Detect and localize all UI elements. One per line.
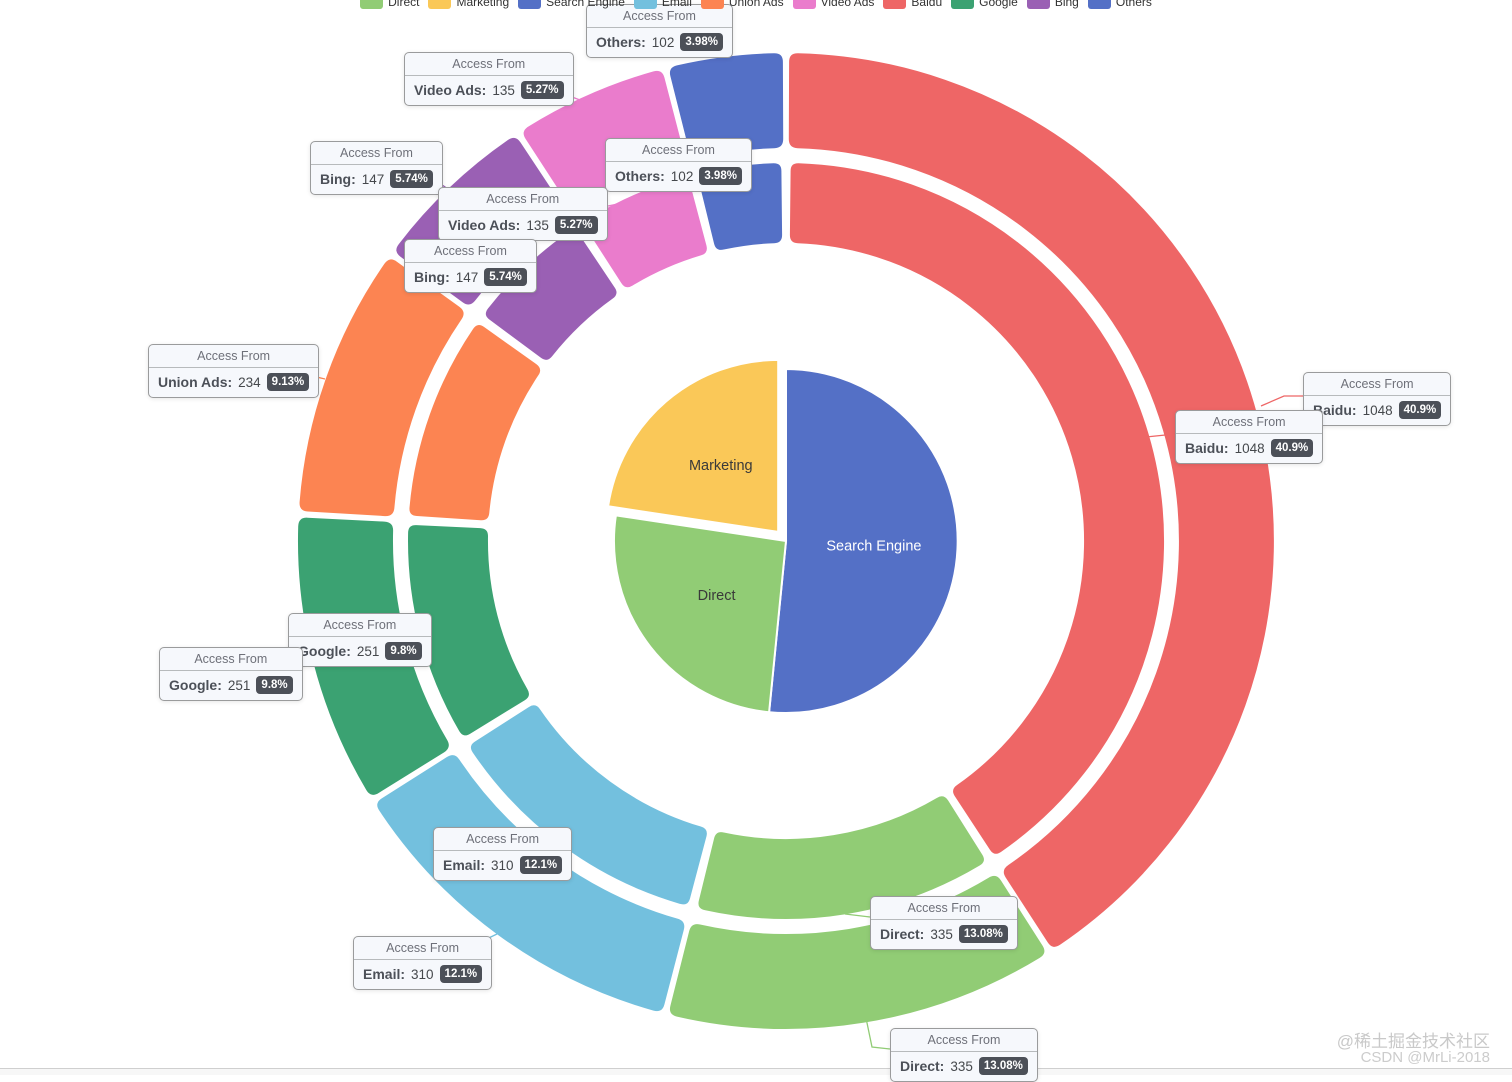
- label-line-baidu-7: [1260, 395, 1303, 407]
- tooltip-video-ads-4: Access From Video Ads: 135 5.27%: [438, 187, 608, 241]
- tooltip-header: Access From: [434, 828, 572, 851]
- tooltip-value: 310: [411, 966, 434, 982]
- ring-segment-baidu-middle-ring[interactable]: [787, 161, 1167, 856]
- page-bottom-divider: [0, 1068, 1512, 1075]
- tooltip-bing-5: Access From Bing: 147 5.74%: [404, 239, 537, 293]
- tooltip-baidu-8: Access From Baidu: 1048 40.9%: [1175, 410, 1324, 464]
- tooltip-percent-badge: 40.9%: [1398, 401, 1442, 419]
- tooltip-value: 251: [227, 677, 251, 693]
- tooltip-percent-badge: 13.08%: [978, 1057, 1028, 1075]
- tooltip-percent-badge: 3.98%: [680, 33, 723, 51]
- ring-segment-others-outer-ring[interactable]: [667, 51, 786, 160]
- tooltip-header: Access From: [1304, 373, 1451, 396]
- tooltip-series-name: Video Ads:: [448, 217, 521, 233]
- tooltip-series-name: Video Ads:: [414, 82, 487, 98]
- pie-slice-marketing[interactable]: [606, 358, 780, 534]
- tooltip-percent-badge: 13.08%: [958, 925, 1008, 943]
- tooltip-value: 1048: [1234, 440, 1265, 456]
- tooltip-email-13: Access From Email: 310 12.1%: [353, 936, 493, 990]
- tooltip-series-name: Google:: [169, 677, 222, 693]
- tooltip-series-name: Bing:: [320, 171, 356, 187]
- tooltip-value: 135: [492, 82, 515, 98]
- tooltip-direct-14: Access From Direct: 335 13.08%: [890, 1028, 1038, 1082]
- tooltip-header: Access From: [311, 142, 442, 165]
- ring-segment-baidu-outer-ring[interactable]: [786, 51, 1276, 949]
- tooltip-baidu-7: Access From Baidu: 1048 40.9%: [1303, 372, 1452, 426]
- tooltip-google-9: Access From Google: 251 9.8%: [288, 613, 432, 667]
- tooltip-header: Access From: [354, 937, 492, 960]
- label-line-direct-14: [865, 1017, 891, 1050]
- tooltip-value: 234: [238, 374, 261, 390]
- ring-segment-union-ads-middle-ring[interactable]: [407, 323, 543, 523]
- tooltip-series-name: Email:: [363, 966, 406, 982]
- tooltip-header: Access From: [871, 897, 1017, 920]
- tooltip-series-name: Email:: [443, 857, 486, 873]
- tooltip-series-name: Others:: [615, 168, 665, 184]
- tooltip-series-name: Baidu:: [1313, 402, 1357, 418]
- tooltip-value: 102: [651, 34, 675, 50]
- tooltip-bing-3: Access From Bing: 147 5.74%: [310, 141, 443, 195]
- tooltip-percent-badge: 5.74%: [390, 170, 433, 188]
- tooltip-value: 102: [670, 168, 694, 184]
- tooltip-email-11: Access From Email: 310 12.1%: [433, 827, 573, 881]
- tooltip-series-name: Google:: [298, 643, 351, 659]
- tooltip-percent-badge: 5.27%: [554, 216, 598, 234]
- tooltip-video-ads-1: Access From Video Ads: 135 5.27%: [404, 52, 574, 106]
- tooltip-series-name: Union Ads:: [158, 374, 233, 390]
- tooltip-header: Access From: [289, 614, 431, 637]
- tooltip-percent-badge: 12.1%: [439, 965, 483, 983]
- tooltip-percent-badge: 9.13%: [266, 373, 310, 391]
- ring-segment-union-ads-outer-ring[interactable]: [297, 257, 466, 519]
- label-line-baidu-8: [1145, 433, 1176, 438]
- tooltip-value: 147: [455, 269, 479, 285]
- tooltip-header: Access From: [405, 53, 573, 76]
- ring-segment-email-outer-ring[interactable]: [375, 753, 687, 1014]
- tooltip-others-2: Access From Others: 102 3.98%: [605, 138, 752, 192]
- tooltip-header: Access From: [1176, 411, 1323, 434]
- tooltip-header: Access From: [587, 5, 732, 28]
- tooltip-percent-badge: 3.98%: [699, 167, 742, 185]
- tooltip-percent-badge: 9.8%: [385, 642, 422, 660]
- tooltip-header: Access From: [160, 648, 302, 671]
- tooltip-header: Access From: [891, 1029, 1037, 1052]
- tooltip-value: 335: [930, 926, 953, 942]
- tooltip-series-name: Others:: [596, 34, 646, 50]
- tooltip-percent-badge: 12.1%: [519, 856, 563, 874]
- tooltip-percent-badge: 40.9%: [1270, 439, 1314, 457]
- tooltip-direct-12: Access From Direct: 335 13.08%: [870, 896, 1018, 950]
- tooltip-percent-badge: 9.8%: [256, 676, 293, 694]
- tooltip-header: Access From: [439, 188, 607, 211]
- tooltip-value: 147: [361, 171, 385, 187]
- tooltip-series-name: Baidu:: [1185, 440, 1229, 456]
- tooltip-others-0: Access From Others: 102 3.98%: [586, 4, 733, 58]
- pie-label-direct: Direct: [698, 588, 736, 604]
- tooltip-value: 335: [950, 1058, 973, 1074]
- pie-label-search-engine: Search Engine: [826, 538, 921, 554]
- tooltip-value: 135: [526, 217, 549, 233]
- tooltip-value: 310: [491, 857, 514, 873]
- tooltip-series-name: Direct:: [900, 1058, 945, 1074]
- ring-segment-email-middle-ring[interactable]: [468, 703, 709, 907]
- label-line-direct-12: [844, 913, 871, 918]
- tooltip-header: Access From: [405, 240, 536, 263]
- tooltip-series-name: Direct:: [880, 926, 925, 942]
- pie-label-marketing: Marketing: [689, 458, 753, 474]
- tooltip-google-10: Access From Google: 251 9.8%: [159, 647, 303, 701]
- tooltip-percent-badge: 5.27%: [520, 81, 564, 99]
- tooltip-series-name: Bing:: [414, 269, 450, 285]
- tooltip-percent-badge: 5.74%: [484, 268, 527, 286]
- tooltip-value: 251: [356, 643, 380, 659]
- tooltip-value: 1048: [1362, 402, 1393, 418]
- tooltip-header: Access From: [149, 345, 319, 368]
- ring-segment-direct-middle-ring[interactable]: [696, 794, 986, 921]
- ring-segment-google-middle-ring[interactable]: [406, 523, 532, 738]
- tooltip-union-ads-6: Access From Union Ads: 234 9.13%: [148, 344, 320, 398]
- pie-slice-direct[interactable]: [613, 514, 788, 714]
- tooltip-header: Access From: [606, 139, 751, 162]
- pie-slice-search-engine[interactable]: [768, 367, 959, 714]
